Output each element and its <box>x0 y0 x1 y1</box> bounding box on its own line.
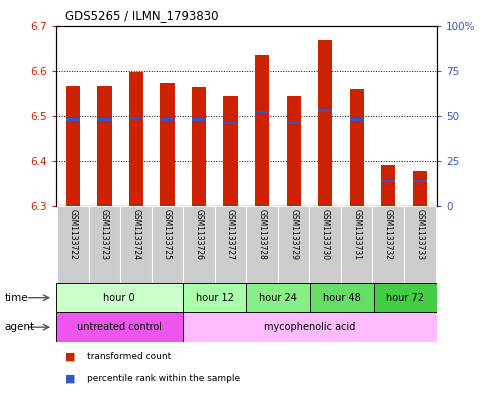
Bar <box>350 118 363 121</box>
Bar <box>56 283 183 312</box>
Bar <box>89 206 120 283</box>
Bar <box>98 118 111 121</box>
Bar <box>215 206 246 283</box>
Bar <box>318 109 332 112</box>
Bar <box>287 122 300 124</box>
Bar <box>372 206 404 283</box>
Text: hour 12: hour 12 <box>196 293 233 303</box>
Bar <box>350 89 364 206</box>
Bar <box>56 312 183 342</box>
Text: hour 0: hour 0 <box>103 293 135 303</box>
Bar <box>286 96 301 206</box>
Bar <box>129 72 143 206</box>
Bar <box>129 117 142 119</box>
Text: percentile rank within the sample: percentile rank within the sample <box>87 374 240 383</box>
Bar <box>224 122 237 124</box>
Bar <box>66 86 80 206</box>
Bar <box>373 283 437 312</box>
Text: GDS5265 / ILMN_1793830: GDS5265 / ILMN_1793830 <box>65 9 219 22</box>
Text: GSM1133726: GSM1133726 <box>195 209 203 260</box>
Bar <box>310 206 341 283</box>
Text: hour 72: hour 72 <box>386 293 425 303</box>
Bar <box>404 206 436 283</box>
Bar <box>192 88 206 206</box>
Text: GSM1133733: GSM1133733 <box>415 209 424 260</box>
Bar <box>310 283 373 312</box>
Bar <box>318 40 332 206</box>
Text: GSM1133727: GSM1133727 <box>226 209 235 260</box>
Text: hour 48: hour 48 <box>323 293 361 303</box>
Bar <box>278 206 310 283</box>
Text: ■: ■ <box>65 351 76 361</box>
Bar <box>381 165 395 206</box>
Bar <box>183 206 215 283</box>
Bar <box>183 283 246 312</box>
Bar <box>160 83 174 206</box>
Bar <box>57 206 89 283</box>
Text: GSM1133731: GSM1133731 <box>352 209 361 260</box>
Text: GSM1133729: GSM1133729 <box>289 209 298 260</box>
Bar <box>224 96 238 206</box>
Text: GSM1133728: GSM1133728 <box>257 209 267 259</box>
Bar <box>183 312 437 342</box>
Bar <box>382 180 395 182</box>
Text: agent: agent <box>5 322 35 332</box>
Text: GSM1133723: GSM1133723 <box>100 209 109 260</box>
Text: transformed count: transformed count <box>87 352 171 361</box>
Bar <box>246 283 310 312</box>
Bar <box>341 206 372 283</box>
Bar <box>413 180 426 182</box>
Text: hour 24: hour 24 <box>259 293 297 303</box>
Bar <box>412 171 427 206</box>
Text: GSM1133722: GSM1133722 <box>69 209 77 259</box>
Bar <box>256 111 269 114</box>
Bar <box>192 118 206 121</box>
Text: GSM1133724: GSM1133724 <box>131 209 141 260</box>
Text: mycophenolic acid: mycophenolic acid <box>264 322 355 332</box>
Bar <box>152 206 183 283</box>
Bar <box>66 118 80 121</box>
Text: time: time <box>5 293 28 303</box>
Bar <box>255 55 269 206</box>
Bar <box>120 206 152 283</box>
Text: GSM1133730: GSM1133730 <box>321 209 330 260</box>
Bar <box>161 118 174 121</box>
Text: untreated control: untreated control <box>77 322 162 332</box>
Text: GSM1133725: GSM1133725 <box>163 209 172 260</box>
Bar <box>98 86 112 206</box>
Bar <box>246 206 278 283</box>
Text: GSM1133732: GSM1133732 <box>384 209 393 260</box>
Text: ■: ■ <box>65 374 76 384</box>
